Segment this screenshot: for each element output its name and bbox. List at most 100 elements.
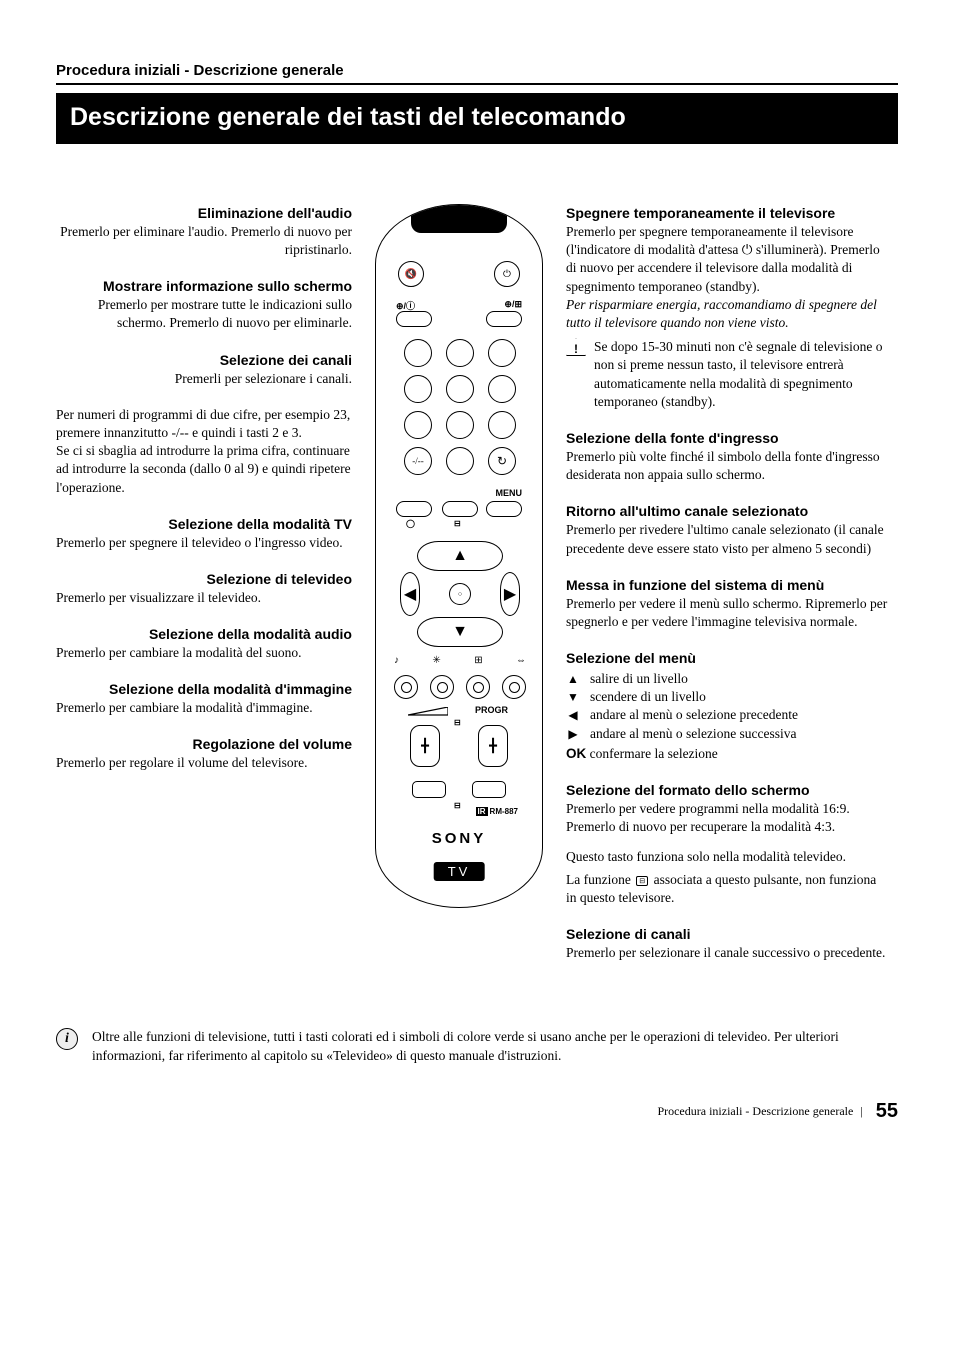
nav-pad: ▲ ▼ ◀ ▶ ○ <box>400 541 520 647</box>
teletext-hold-icon: ⊟ <box>636 876 648 886</box>
remote-control: 🔇 ⏻ ⊕/ⓘ ⊕/⊞ -/-- ↻ ◯ ⊟ <box>375 204 543 908</box>
left-column: Eliminazione dell'audio Premerlo per eli… <box>56 204 364 790</box>
block-teletext: Selezione di televideo Premerlo per visu… <box>56 570 352 607</box>
heading-screen-format: Selezione del formato dello schermo <box>566 781 888 800</box>
color-blue[interactable] <box>502 675 526 699</box>
extra-icon: ⇔ <box>516 655 526 666</box>
body-volume: Premerlo per regolare il volume del tele… <box>56 754 352 772</box>
block-channel-select: Selezione dei canali Premerli per selezi… <box>56 351 352 388</box>
block-mute: Eliminazione dell'audio Premerlo per eli… <box>56 204 352 259</box>
tv-mode-button[interactable] <box>396 501 432 517</box>
volume-icon <box>408 707 448 717</box>
key-6[interactable] <box>488 375 516 403</box>
key-5[interactable] <box>446 375 474 403</box>
sound-mode-icon: ♪ <box>394 655 399 666</box>
arrow-right-icon: ▶ <box>566 726 580 742</box>
key-8[interactable] <box>446 411 474 439</box>
input-button[interactable] <box>486 311 522 327</box>
body-menu-system: Premerlo per vedere il menù sullo scherm… <box>566 595 888 631</box>
teletext-icon: ⊟ <box>454 519 461 528</box>
flat-button-a[interactable] <box>412 781 446 798</box>
color-buttons <box>394 675 526 699</box>
page-number: 55 <box>876 1100 898 1122</box>
nav-up[interactable]: ▲ <box>417 541 503 571</box>
block-input-source: Selezione della fonte d'ingresso Premerl… <box>566 429 888 484</box>
mute-icon: 🔇 <box>405 269 417 280</box>
menu-ok-text: confermare la selezione <box>590 746 718 761</box>
info-button[interactable] <box>396 311 432 327</box>
color-green[interactable] <box>430 675 454 699</box>
footer-section: Procedura iniziali - Descrizione general… <box>657 1104 853 1118</box>
nav-right[interactable]: ▶ <box>500 572 520 616</box>
menu-button[interactable] <box>486 501 522 517</box>
block-channel-step: Selezione di canali Premerlo per selezio… <box>566 925 888 962</box>
menu-item-left: ◀ andare al menù o selezione precedente <box>566 706 888 724</box>
format-icon: ⊞ <box>474 655 482 666</box>
flat-icon: ⊟ <box>454 801 461 810</box>
key-9[interactable] <box>488 411 516 439</box>
key-2[interactable] <box>446 339 474 367</box>
key-7[interactable] <box>404 411 432 439</box>
menu-item-down: ▼scendere di un livello <box>566 688 888 706</box>
body-picture-mode: Premerlo per cambiare la modalità d'imma… <box>56 699 352 717</box>
heading-picture-mode: Selezione della modalità d'immagine <box>56 680 352 699</box>
note-standby: ! Se dopo 15-30 minuti non c'è segnale d… <box>566 338 888 411</box>
body-mute: Premerlo per eliminare l'audio. Premerlo… <box>56 223 352 259</box>
block-tv-mode: Selezione della modalità TV Premerlo per… <box>56 515 352 552</box>
volume-rocker[interactable]: ╋ <box>410 725 440 767</box>
block-audio-mode: Selezione della modalità audio Premerlo … <box>56 625 352 662</box>
right-column: Spegnere temporaneamente il televisore P… <box>554 204 888 980</box>
fastext-icon: ⊟ <box>454 718 461 727</box>
heading-teletext: Selezione di televideo <box>56 570 352 589</box>
brand-label: SONY <box>376 830 542 847</box>
tv-badge: TV <box>434 862 485 881</box>
nav-left[interactable]: ◀ <box>400 572 420 616</box>
heading-menu-system: Messa in funzione del sistema di menù <box>566 576 888 595</box>
body-last-channel: Premerlo per rivedere l'ultimo canale se… <box>566 521 888 557</box>
program-rocker[interactable]: ╋ <box>478 725 508 767</box>
body-two-digit: Per numeri di programmi di due cifre, pe… <box>56 406 352 497</box>
block-volume: Regolazione del volume Premerlo per rego… <box>56 735 352 772</box>
menu-item-up-text: salire di un livello <box>590 670 688 688</box>
color-red[interactable] <box>394 675 418 699</box>
body-screen-info: Premerlo per mostrare tutte le indicazio… <box>56 296 352 332</box>
flat-button-b[interactable] <box>472 781 506 798</box>
page-title: Descrizione generale dei tasti del telec… <box>56 93 898 144</box>
arrow-down-icon: ▼ <box>566 689 580 705</box>
menu-item-right-text: andare al menù o selezione successiva <box>590 725 797 743</box>
body-screen-format: Premerlo per vedere programmi nella moda… <box>566 800 888 836</box>
key-0[interactable] <box>446 447 474 475</box>
mute-button[interactable]: 🔇 <box>398 261 424 287</box>
body-tv-mode: Premerlo per spegnere il televideo o l'i… <box>56 534 352 552</box>
block-menu-system: Messa in funzione del sistema di menù Pr… <box>566 576 888 631</box>
key-3[interactable] <box>488 339 516 367</box>
heading-menu-select: Selezione del menù <box>566 649 888 668</box>
breadcrumb: Procedura iniziali - Descrizione general… <box>56 62 898 85</box>
block-last-channel: Ritorno all'ultimo canale selezionato Pr… <box>566 502 888 557</box>
heading-channel-select: Selezione dei canali <box>56 351 352 370</box>
key-4[interactable] <box>404 375 432 403</box>
key-dash[interactable]: -/-- <box>404 447 432 475</box>
heading-screen-info: Mostrare informazione sullo schermo <box>56 277 352 296</box>
power-button[interactable]: ⏻ <box>494 261 520 287</box>
nav-down[interactable]: ▼ <box>417 617 503 647</box>
number-keypad: -/-- ↻ <box>404 339 516 483</box>
teletext-button[interactable] <box>442 501 478 517</box>
heading-tv-mode: Selezione della modalità TV <box>56 515 352 534</box>
heading-last-channel: Ritorno all'ultimo canale selezionato <box>566 502 888 521</box>
menu-list: ▲salire di un livello ▼scendere di un li… <box>566 670 888 743</box>
menu-item-left-text: andare al menù o selezione precedente <box>590 706 798 724</box>
menu-label: MENU <box>496 488 523 498</box>
heading-standby: Spegnere temporaneamente il televisore <box>566 204 888 223</box>
footer-note-text: Oltre alle funzioni di televisione, tutt… <box>92 1028 898 1066</box>
nav-ok[interactable]: ○ <box>449 583 471 605</box>
color-yellow[interactable] <box>466 675 490 699</box>
mode-icon-row: ♪ ✳ ⊞ ⇔ <box>394 655 526 666</box>
arrow-left-icon: ◀ <box>566 707 580 723</box>
extra2-screen-format: La funzione ⊟ associata a questo pulsant… <box>566 871 888 907</box>
main-layout: Eliminazione dell'audio Premerlo per eli… <box>56 204 898 980</box>
note-standby-text: Se dopo 15-30 minuti non c'è segnale di … <box>594 338 888 411</box>
key-1[interactable] <box>404 339 432 367</box>
warning-icon: ! <box>566 338 586 356</box>
key-return[interactable]: ↻ <box>488 447 516 475</box>
